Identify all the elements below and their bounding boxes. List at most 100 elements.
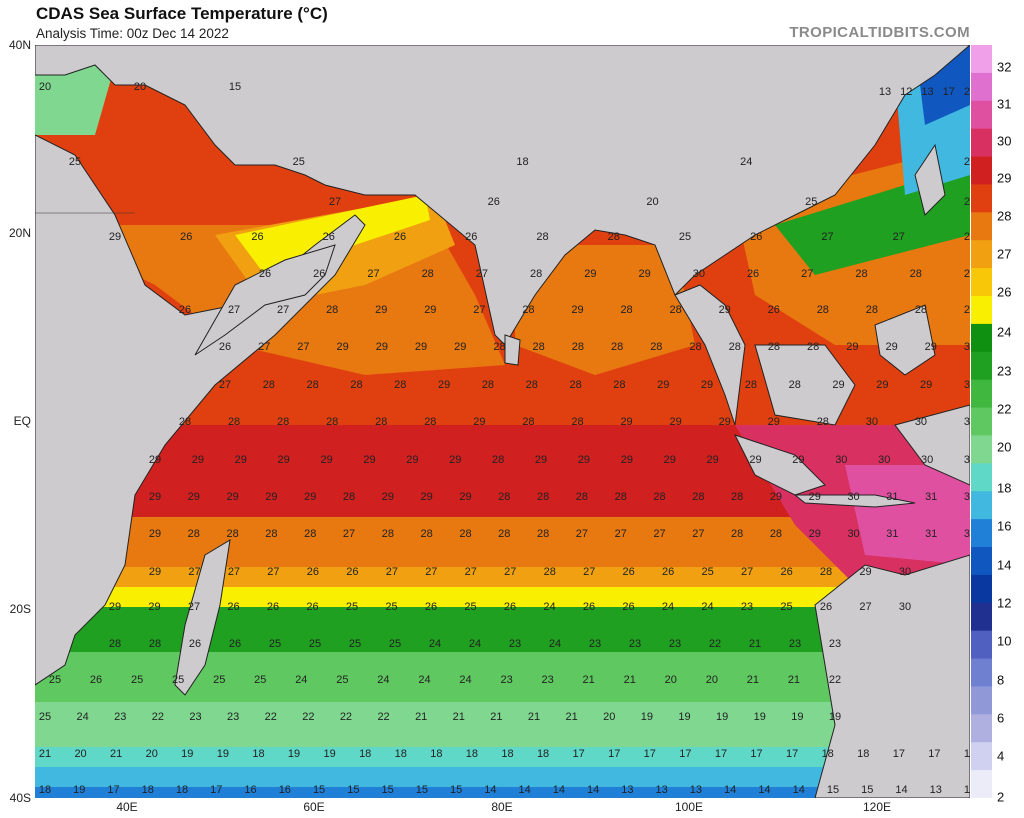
sst-value: 28 bbox=[421, 528, 433, 540]
sst-value: 28 bbox=[482, 379, 494, 391]
sst-value: 19 bbox=[217, 748, 229, 760]
sst-value: 25 bbox=[336, 674, 348, 686]
sst-value: 26 bbox=[622, 601, 634, 613]
sst-value: 23 bbox=[829, 638, 841, 650]
sst-value: 20 bbox=[603, 711, 615, 723]
sst-value: 17 bbox=[210, 784, 222, 796]
sst-value: 24 bbox=[459, 674, 471, 686]
sst-value: 25 bbox=[385, 601, 397, 613]
sst-value: 26 bbox=[964, 196, 970, 208]
sst-value: 29 bbox=[670, 416, 682, 428]
sst-value: 18 bbox=[857, 748, 869, 760]
sst-value: 22 bbox=[302, 711, 314, 723]
sst-value: 25 bbox=[389, 638, 401, 650]
sst-value: 24 bbox=[964, 156, 970, 168]
sst-value: 27 bbox=[367, 268, 379, 280]
sst-value: 17 bbox=[750, 748, 762, 760]
sst-value: 25 bbox=[131, 674, 143, 686]
sst-value: 26 bbox=[346, 566, 358, 578]
sst-value: 18 bbox=[395, 748, 407, 760]
sst-value: 29 bbox=[149, 528, 161, 540]
sst-value: 25 bbox=[349, 638, 361, 650]
sst-value: 29 bbox=[473, 416, 485, 428]
sst-value: 26 bbox=[623, 566, 635, 578]
sst-value: 28 bbox=[820, 566, 832, 578]
sst-value: 28 bbox=[544, 566, 556, 578]
sst-value: 29 bbox=[424, 304, 436, 316]
sst-value: 23 bbox=[542, 674, 554, 686]
band-16 bbox=[35, 765, 970, 787]
colorbar-label: 26 bbox=[997, 284, 1012, 300]
philippines bbox=[874, 304, 936, 376]
sst-value: 29 bbox=[406, 454, 418, 466]
sst-value: 28 bbox=[670, 304, 682, 316]
sst-value: 30 bbox=[878, 454, 890, 466]
sst-value: 18 bbox=[39, 784, 51, 796]
sst-value: 23 bbox=[629, 638, 641, 650]
sst-value: 30 bbox=[866, 416, 878, 428]
sst-value: 28 bbox=[493, 341, 505, 353]
colorbar-label: 30 bbox=[997, 133, 1012, 149]
sst-value: 29 bbox=[235, 454, 247, 466]
sst-value: 28 bbox=[817, 304, 829, 316]
sst-value: 26 bbox=[394, 231, 406, 243]
colorbar-swatch-pale-lavender bbox=[971, 714, 992, 743]
sst-value: 13 bbox=[930, 784, 942, 796]
sst-value: 30 bbox=[847, 528, 859, 540]
sst-value: 29 bbox=[382, 491, 394, 503]
sst-value: 14 bbox=[484, 784, 496, 796]
sst-value: 21 bbox=[528, 711, 540, 723]
temperature-labels: 20 20 15 13 12 13 17 22 25 25 18 24 24 27 26 20 25 26 29 26… bbox=[39, 81, 970, 796]
colorbar-swatch-pale bbox=[971, 742, 992, 771]
sumatra bbox=[734, 434, 826, 496]
sst-value: 29 bbox=[535, 454, 547, 466]
sst-value: 29 bbox=[964, 268, 970, 280]
sst-value: 22 bbox=[340, 711, 352, 723]
sst-value: 26 bbox=[180, 231, 192, 243]
sst-value: 25 bbox=[69, 156, 81, 168]
sst-value: 29 bbox=[376, 341, 388, 353]
sst-value: 29 bbox=[226, 491, 238, 503]
sst-value: 29 bbox=[109, 601, 121, 613]
colorbar-label: 8 bbox=[997, 672, 1005, 688]
colorbar-swatch-dark-green bbox=[971, 323, 992, 353]
sst-value: 28 bbox=[326, 416, 338, 428]
sst-value: 13 bbox=[921, 86, 933, 98]
sst-value: 17 bbox=[943, 86, 955, 98]
colorbar-swatch-yellow bbox=[971, 296, 992, 325]
colorbar-label: 22 bbox=[997, 401, 1012, 417]
colorbar-swatch-crimson bbox=[971, 128, 992, 158]
sst-value: 17 bbox=[608, 748, 620, 760]
sst-value: 18 bbox=[466, 748, 478, 760]
sst-value: 27 bbox=[277, 304, 289, 316]
sst-value: 27 bbox=[386, 566, 398, 578]
sst-value: 19 bbox=[791, 711, 803, 723]
sst-value: 15 bbox=[347, 784, 359, 796]
sst-value: 27 bbox=[188, 601, 200, 613]
sst-value: 29 bbox=[149, 491, 161, 503]
sst-value: 28 bbox=[492, 454, 504, 466]
sst-value: 18 bbox=[176, 784, 188, 796]
sst-value: 22 bbox=[709, 638, 721, 650]
sst-value: 29 bbox=[719, 416, 731, 428]
sst-value: 17 bbox=[679, 748, 691, 760]
sst-value: 28 bbox=[149, 638, 161, 650]
sst-value: 12 bbox=[900, 86, 912, 98]
sst-value: 18 bbox=[501, 748, 513, 760]
sst-value: 29 bbox=[584, 268, 596, 280]
sst-value: 14 bbox=[519, 784, 531, 796]
sst-value: 23 bbox=[509, 638, 521, 650]
sst-value: 15 bbox=[827, 784, 839, 796]
sst-value: 27 bbox=[188, 566, 200, 578]
sst-value: 17 bbox=[715, 748, 727, 760]
sst-value: 28 bbox=[537, 528, 549, 540]
lon-label-40e: 40E bbox=[116, 800, 138, 814]
sst-value: 28 bbox=[964, 231, 970, 243]
sst-value: 29 bbox=[148, 601, 160, 613]
sst-value: 28 bbox=[459, 528, 471, 540]
sst-value: 29 bbox=[459, 491, 471, 503]
sst-value: 17 bbox=[786, 748, 798, 760]
sst-value: 18 bbox=[142, 784, 154, 796]
sst-value: 28 bbox=[768, 341, 780, 353]
colorbar-label: 10 bbox=[997, 633, 1012, 649]
